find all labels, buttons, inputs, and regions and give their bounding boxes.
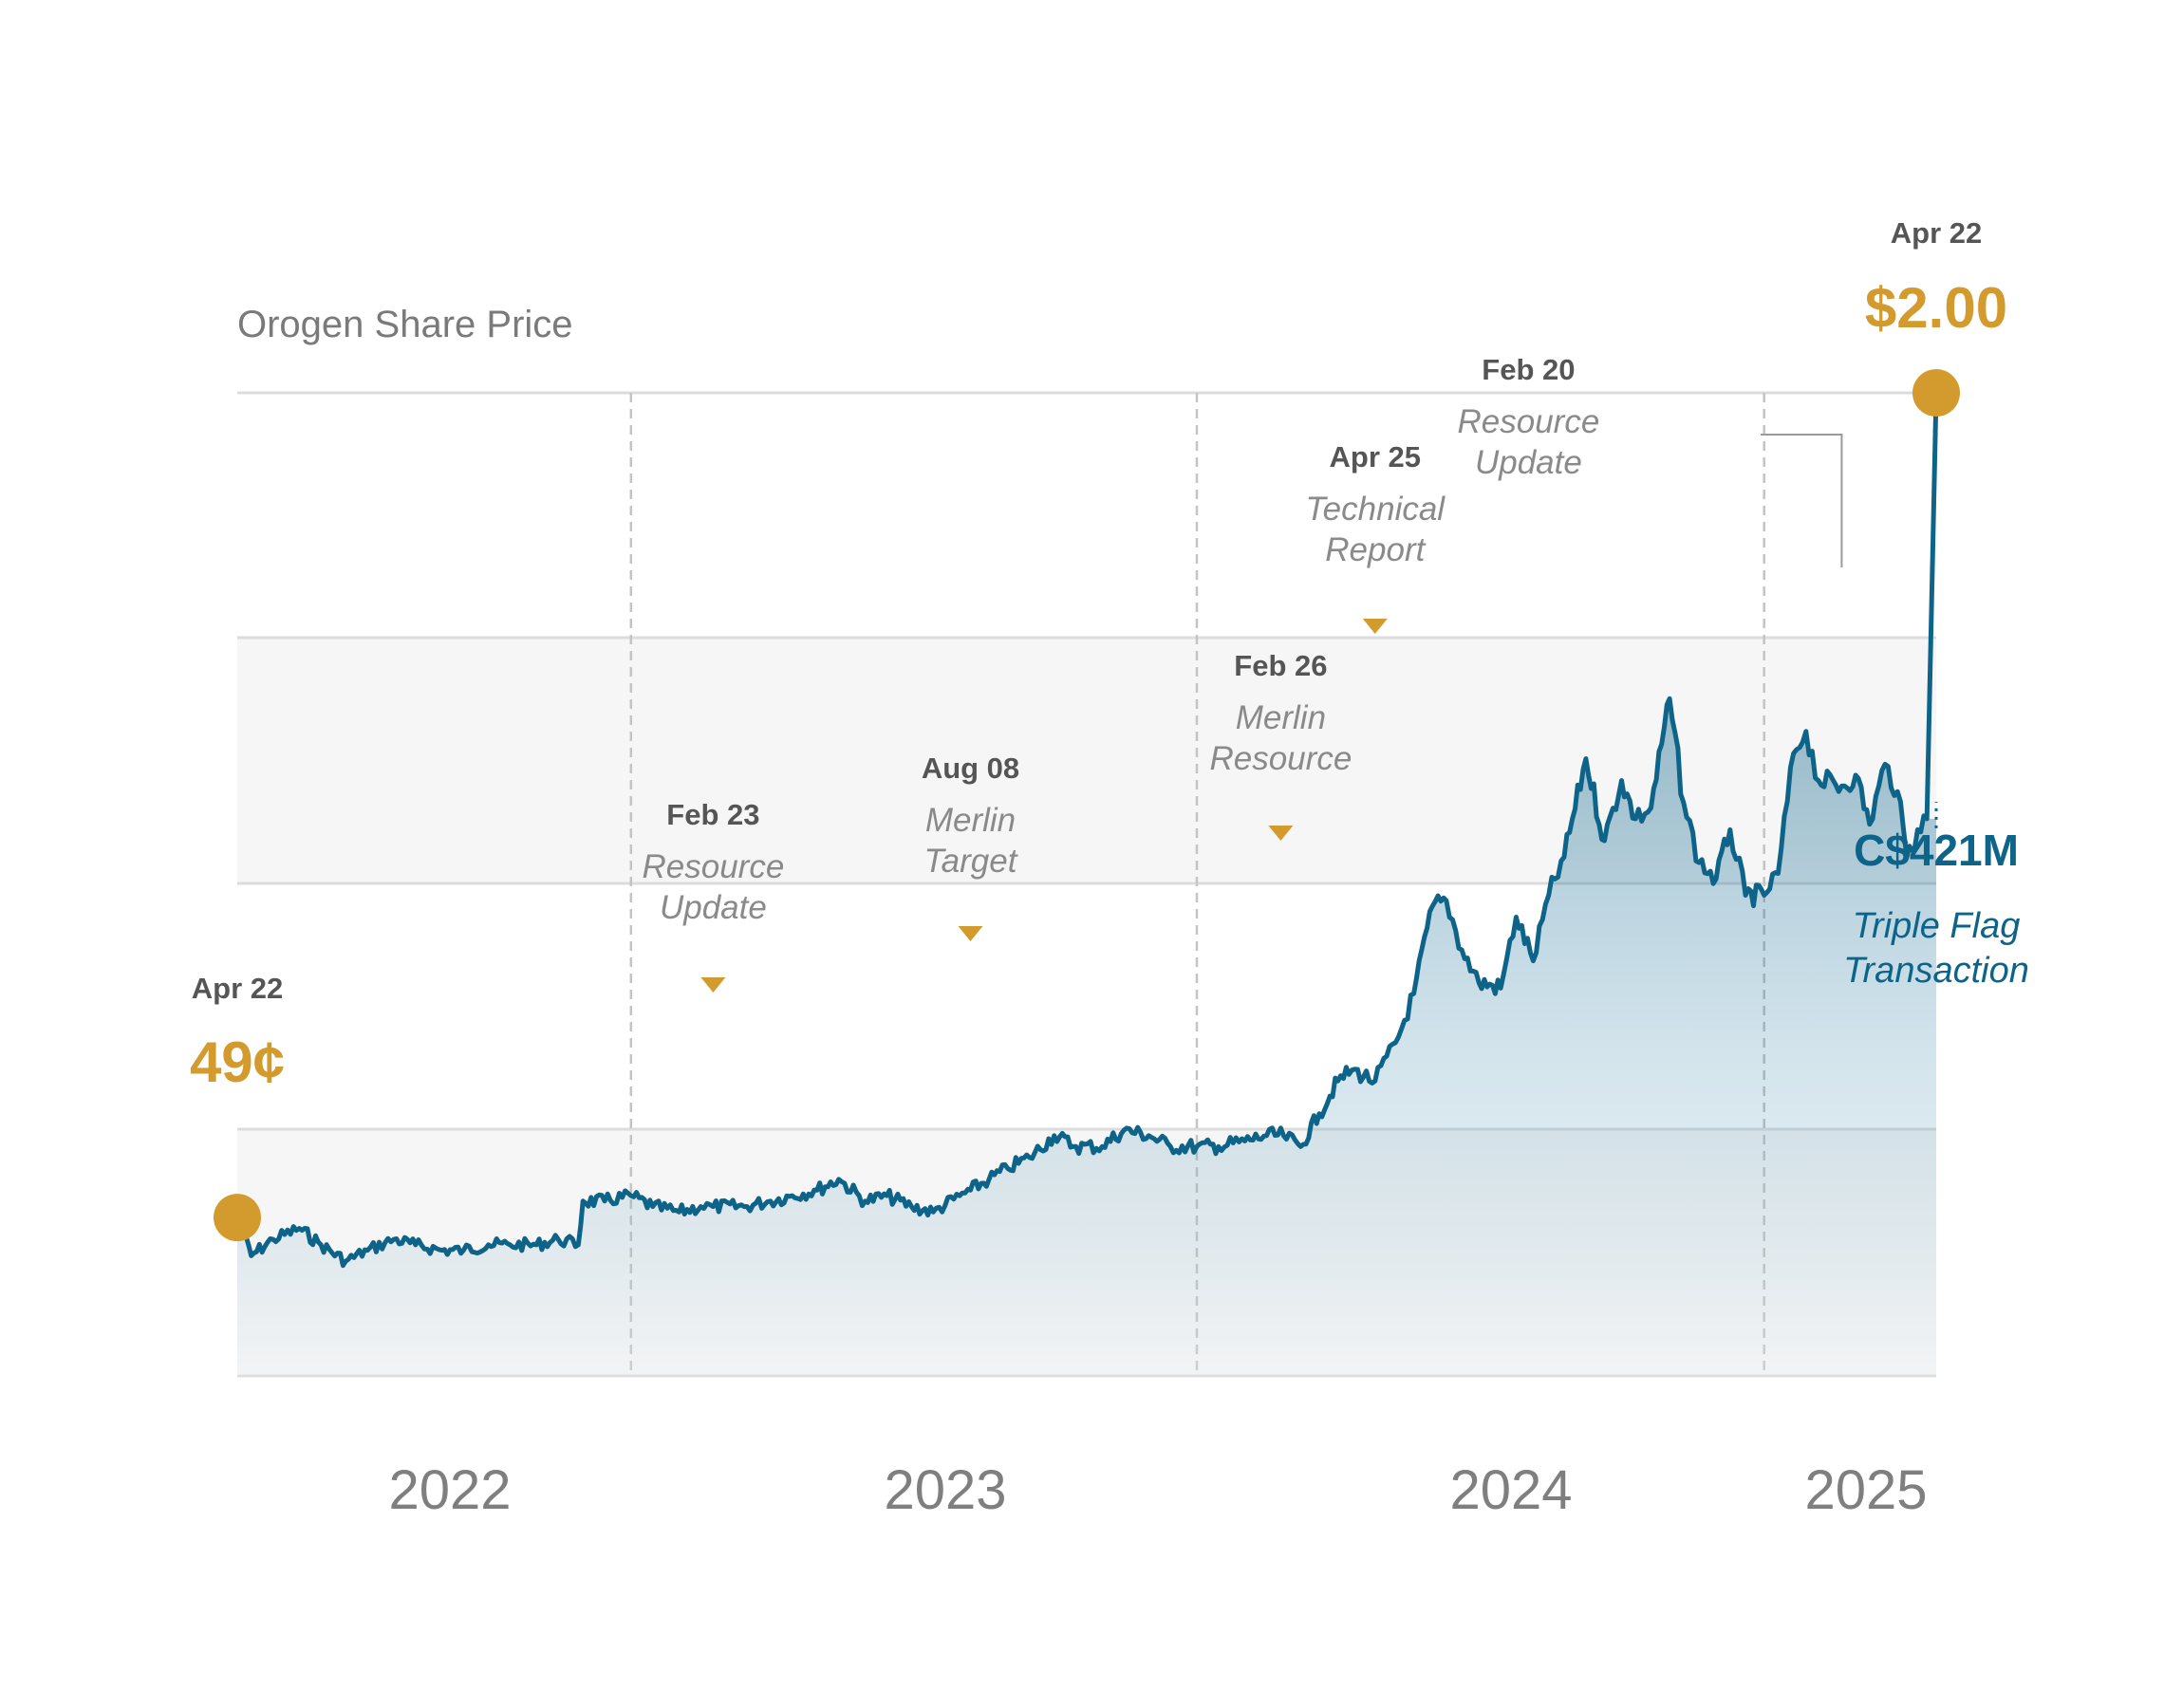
event-date-label: Aug 08: [922, 752, 1019, 785]
event-marker-triangle: [1362, 619, 1388, 634]
event-marker-triangle: [1268, 826, 1294, 841]
end-price-label: $2.00: [1865, 276, 2007, 340]
year-label-2023: 2023: [884, 1459, 1006, 1521]
price-area-fill: [237, 698, 1936, 1376]
callout-leader-line: [1761, 434, 1843, 567]
year-label-2024: 2024: [1449, 1459, 1572, 1521]
event-description-label: Resource: [643, 848, 785, 885]
event-annotations: Feb 23 Resource Update Aug 08 Merlin Target Fe…: [643, 353, 1600, 993]
event-date-label: Feb 26: [1234, 649, 1327, 682]
transaction-label-line1: Triple Flag: [1853, 906, 2021, 946]
event-date-label: Apr 25: [1330, 440, 1421, 473]
end-price-marker: [1912, 369, 1960, 417]
end-date-label: Apr 22: [1891, 216, 1982, 250]
start-price-marker: [214, 1194, 261, 1242]
transaction-label-line2: Transaction: [1843, 951, 2029, 991]
chart-title: Orogen Share Price: [237, 304, 573, 345]
event-marker-triangle: [958, 926, 983, 941]
year-label-2022: 2022: [388, 1459, 511, 1521]
event-description-label: Update: [660, 889, 767, 926]
event-description-label: Merlin: [1236, 699, 1326, 736]
market-cap-label: C$421M: [1854, 826, 2019, 875]
event-description-label: Update: [1475, 444, 1582, 481]
event-description-label: Target: [924, 843, 1018, 880]
start-price-label: 49¢: [190, 1030, 285, 1094]
event-description-label: Technical: [1306, 491, 1446, 528]
event-marker-triangle: [700, 977, 726, 993]
year-divider-lines: [629, 393, 1765, 1376]
event-description-label: Merlin: [925, 802, 1016, 839]
event-description-label: Resource: [1210, 740, 1352, 777]
year-label-2025: 2025: [1804, 1459, 1927, 1521]
event-description-label: Resource: [1458, 403, 1600, 440]
event-description-label: Report: [1325, 531, 1426, 568]
event-date-label: Feb 20: [1482, 353, 1575, 386]
event-date-label: Feb 23: [666, 798, 759, 831]
start-date-label: Apr 22: [192, 972, 283, 1005]
price-series-line: [234, 390, 1939, 1269]
